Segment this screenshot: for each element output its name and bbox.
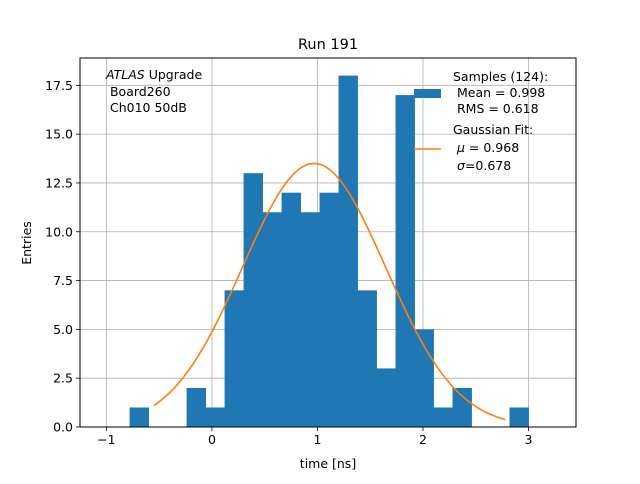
x-tick-label-1: 0 <box>208 432 216 447</box>
hist-bar-17 <box>433 407 453 427</box>
svg-text:ATLAS Upgrade: ATLAS Upgrade <box>105 67 202 82</box>
gaussian-fit-layer <box>153 162 506 421</box>
legend-hist-line3: RMS = 0.618 <box>453 101 539 116</box>
chart-title: Run 191 <box>298 37 358 53</box>
y-tick-label-0: 0.0 <box>53 420 73 435</box>
y-tick-label-6: 15.0 <box>45 127 73 142</box>
y-tick-label-7: 17.5 <box>45 78 73 93</box>
legend-fit-mu-symbol: μ <box>456 140 465 155</box>
hist-bar-15 <box>395 95 415 427</box>
x-tick-label-2: 1 <box>313 432 321 447</box>
legend-fit-sigma-value: =0.678 <box>465 158 511 173</box>
hist-bar-10 <box>300 212 320 427</box>
y-tick-label-5: 12.5 <box>45 175 73 190</box>
y-tick-label-4: 10.0 <box>45 224 73 239</box>
hist-bar-16 <box>414 329 434 427</box>
gaussian-fit-curve <box>153 162 506 421</box>
svg-text:μ = 0.968: μ = 0.968 <box>456 140 519 155</box>
x-tick-label-4: 3 <box>525 432 533 447</box>
hist-bar-11 <box>319 192 339 427</box>
x-tick-label-0: −1 <box>97 432 115 447</box>
atlas-annotation-line2: Board260 <box>106 84 171 99</box>
legend-hist-line2: Mean = 0.998 <box>453 85 545 100</box>
svg-text:σ=0.678: σ=0.678 <box>457 158 511 173</box>
legend-hist-line1: Samples (124): <box>453 69 548 84</box>
histogram-bars <box>129 75 529 428</box>
legend-fit-line1: Gaussian Fit: <box>453 122 533 137</box>
plot-frame <box>79 57 577 428</box>
x-axis-label: time [ns] <box>300 456 356 471</box>
y-tick-label-2: 5.0 <box>53 322 73 337</box>
hist-bar-6 <box>224 290 244 427</box>
atlas-annotation-line3: Ch010 50dB <box>106 100 187 115</box>
y-tick-label-1: 2.5 <box>53 371 73 386</box>
atlas-annotation-line1: Upgrade <box>145 67 203 82</box>
legend-fit-sigma-symbol: σ <box>457 158 466 173</box>
hist-bar-12 <box>338 75 358 428</box>
hist-bar-8 <box>262 212 282 427</box>
x-tick-label-3: 2 <box>419 432 427 447</box>
y-axis-label: Entries <box>19 221 34 265</box>
hist-bar-9 <box>281 192 301 427</box>
legend: Samples (124): Mean = 0.998 RMS = 0.618 … <box>414 69 548 173</box>
hist-bar-18 <box>452 387 472 427</box>
hist-bar-14 <box>376 368 396 427</box>
hist-bar-4 <box>186 387 206 427</box>
atlas-annotation-italic: ATLAS <box>105 67 145 82</box>
y-axis-ticks: 0.0 2.5 5.0 7.5 10.0 12.5 15.0 17.5 <box>45 78 80 435</box>
hist-bar-1 <box>129 407 149 427</box>
x-axis-ticks: −1 0 1 2 3 <box>97 427 532 447</box>
hist-bar-13 <box>357 290 377 427</box>
hist-bar-7 <box>243 173 263 427</box>
atlas-annotation: ATLAS Upgrade Board260 Ch010 50dB <box>105 67 202 115</box>
hist-bar-21 <box>509 407 529 427</box>
legend-hist-swatch <box>414 89 441 98</box>
y-tick-label-3: 7.5 <box>53 273 73 288</box>
legend-fit-mu-value: = 0.968 <box>465 140 519 155</box>
hist-bar-5 <box>205 407 225 427</box>
